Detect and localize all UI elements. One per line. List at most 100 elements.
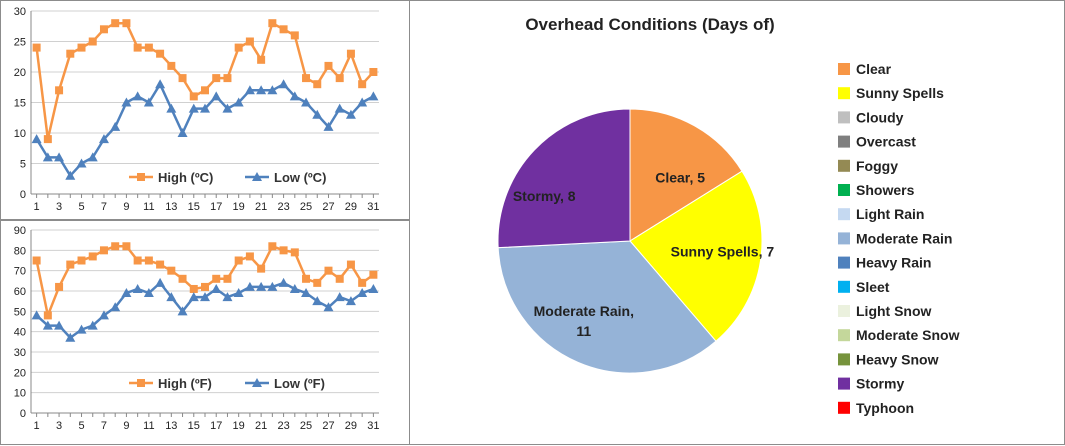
celsius-low-c-point [42,152,53,162]
celsius-low-c-point [334,103,345,113]
y-tick-label: 20 [14,67,26,79]
celsius-high-c-point [290,31,299,40]
celsius-high-c-point [122,19,131,28]
pie-legend-label-moderate-rain: Moderate Rain [856,230,952,246]
celsius-low-c-point [267,85,278,95]
pie-legend-label-clear: Clear [856,61,892,77]
legend-label-high-f: High (ºF) [158,376,212,391]
pie-slice-moderate-rain [497,240,717,374]
y-tick-label: 20 [14,367,26,379]
celsius-low-c-point [166,103,177,113]
fahrenheit-high-f-point [257,264,266,273]
fahrenheit-low-f-point [368,283,379,293]
fahrenheit-high-f-point [55,282,64,291]
celsius-low-c-point [54,152,65,162]
fahrenheit-high-f-point [234,256,243,265]
fahrenheit-high-f-point [156,260,165,269]
pie-data-label-clear: Clear, 5 [655,170,705,186]
fahrenheit-high-f-point [223,274,232,283]
pie-data-label-sunny-spells: Sunny Spells, 7 [671,244,775,260]
pie-legend-label-heavy-rain: Heavy Rain [856,255,931,271]
celsius-high-c-point [346,49,355,58]
y-tick-label: 90 [14,225,26,237]
celsius-low-c-point [368,91,379,101]
celsius-high-c-point [167,61,176,70]
celsius-high-c-point [201,86,209,95]
x-tick-label: 19 [233,420,245,432]
y-tick-label: 5 [20,159,26,171]
celsius-low-c-point [188,103,199,113]
celsius-high-c-point [77,43,86,52]
fahrenheit-high-f-point [189,284,198,293]
celsius-low-c-point [312,109,323,119]
celsius-high-c-point [335,74,344,83]
x-tick-label: 11 [143,420,154,432]
fahrenheit-high-f-point [167,266,176,275]
y-tick-label: 50 [14,306,26,318]
pie-data-label-moderate-rain: Moderate Rain, 11 [534,303,634,339]
pie-legend-swatch-foggy [838,159,850,172]
pie-legend-swatch-sleet [838,280,850,293]
pie-legend-label-stormy: Stormy [856,376,904,392]
pie-legend-label-cloudy: Cloudy [856,109,904,125]
celsius-low-c-point [143,97,154,107]
fahrenheit-high-f-point [144,256,153,265]
celsius-low-c-point [76,158,87,168]
fahrenheit-low-f-point [98,310,109,320]
pie-legend-swatch-cloudy [838,111,850,124]
x-tick-label: 7 [101,420,107,432]
fahrenheit-low-f-point [177,306,188,316]
fahrenheit-low-f-point [155,277,166,287]
fahrenheit-low-f-point [323,302,334,312]
pie-legend-swatch-heavy-rain [838,256,850,269]
celsius-high-c-point [302,74,311,83]
legend-label-low-c: Low (ºC) [274,170,326,185]
pie-legend-swatch-heavy-snow [838,353,850,366]
fahrenheit-high-f-point [335,274,344,283]
x-tick-label: 25 [300,201,312,213]
x-tick-label: 3 [56,420,62,432]
fahrenheit-low-f-point [200,292,210,302]
fahrenheit-low-f-point [211,283,222,293]
fahrenheit-low-f-point [76,324,87,334]
x-tick-label: 21 [255,420,267,432]
x-tick-label: 1 [34,201,40,213]
fahrenheit-high-f-point [43,311,52,320]
overhead-conditions-panel: Overhead Conditions (Days of) Clear, 5 Su… [409,0,1065,445]
x-tick-label: 31 [367,201,379,213]
celsius-low-c-point [244,85,255,95]
celsius-low-c-line [35,82,374,177]
celsius-low-c-point [278,79,289,89]
pie-legend-swatch-light-snow [838,305,850,317]
legend-marker [137,379,145,387]
celsius-low-c-point [121,97,132,107]
pie-legend-swatch-moderate-snow [838,329,850,342]
x-tick-label: 31 [367,420,379,432]
celsius-low-c-point [233,97,244,107]
pie-legend-label-typhoon: Typhoon [856,400,914,416]
fahrenheit-low-f-point [345,296,356,306]
fahrenheit-low-f-point [42,320,53,330]
x-tick-label: 17 [210,420,222,432]
fahrenheit-high-f-point [324,266,333,275]
celsius-high-c-point [212,74,221,83]
fahrenheit-high-f-point [290,248,299,257]
celsius-low-c-point [256,85,267,95]
fahrenheit-high-f-point [201,282,209,291]
fahrenheit-high-f-point [369,270,378,279]
fahrenheit-low-f-point [267,281,278,291]
x-tick-label: 23 [277,420,289,432]
y-tick-label: 80 [14,245,26,257]
fahrenheit-chart-panel: 0 10 20 30 40 50 60 70 80 90 1 3 5 7 9 11 13 15 17 19 21 23 25… [0,220,410,445]
x-tick-label: 7 [101,201,107,213]
pie-slice-sunny-spells [629,170,763,342]
celsius-high-c-point [32,43,41,52]
pie-legend-swatch-clear [838,63,850,75]
y-tick-label: 60 [14,286,26,298]
legend-label-low-f: Low (ºF) [274,376,325,391]
fahrenheit-high-f-point [122,242,131,251]
celsius-high-c-point [111,19,120,28]
celsius-high-c-point [178,74,187,83]
